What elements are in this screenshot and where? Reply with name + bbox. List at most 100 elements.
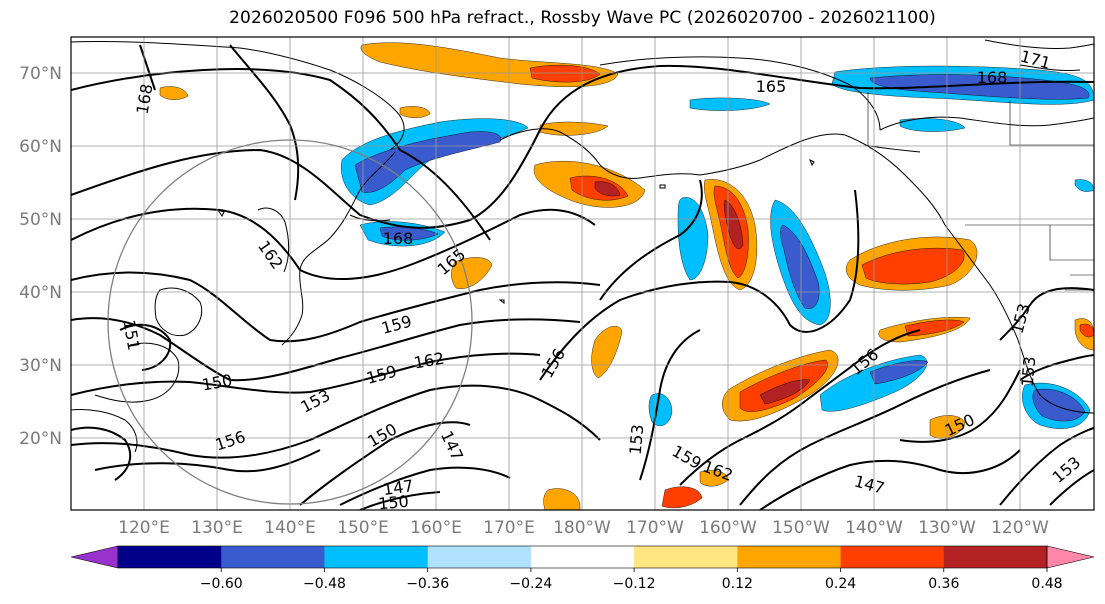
- colorbar-tick-label: 0.24: [825, 576, 856, 592]
- contour-line: [71, 352, 541, 396]
- contour-line: [71, 68, 491, 241]
- contour-label: 153: [1018, 355, 1040, 387]
- anomaly-negative-canada-small: [899, 118, 966, 132]
- colorbar-swatch: [943, 546, 1048, 568]
- contour-label: 168: [383, 229, 414, 248]
- contour-line: [71, 426, 132, 481]
- coastline: [599, 56, 881, 131]
- lon-label: 150°W: [772, 518, 830, 538]
- contour-line: [71, 64, 1094, 229]
- contour-line: [339, 466, 511, 506]
- colorbar-tick-label: 0.36: [928, 576, 959, 592]
- contour-line: [1019, 354, 1094, 381]
- gridlines: [71, 37, 1094, 510]
- colorbar-low-extension: [70, 545, 119, 569]
- colorbar-swatch: [427, 546, 532, 568]
- contour-label: 153: [626, 423, 648, 455]
- coastline: [639, 159, 761, 179]
- anomaly-negative-gulf-alaska-west: [677, 197, 709, 281]
- contour-line: [679, 329, 921, 486]
- lat-label: 70°N: [19, 64, 62, 84]
- island: [809, 158, 815, 167]
- anomaly-positive-east-china-sea: [451, 257, 493, 289]
- coastline: [154, 287, 203, 337]
- islands: [216, 158, 815, 304]
- contour-line: [139, 44, 156, 91]
- colorbar-tick-label: −0.24: [509, 576, 552, 592]
- colorbar-high-extension: [1046, 545, 1095, 569]
- colorbar-swatch: [737, 546, 842, 568]
- colorbar-tick-label: 0.48: [1031, 576, 1062, 592]
- contour-line: [539, 189, 860, 381]
- lat-label: 50°N: [19, 210, 62, 230]
- lat-label: 40°N: [19, 283, 62, 303]
- anomaly-negative-subtropical-pacific-core: [869, 360, 929, 385]
- borders: [867, 92, 1094, 291]
- contour-line: [739, 369, 991, 506]
- colorbar-swatch: [840, 546, 945, 568]
- colorbar-frame: [117, 545, 1048, 569]
- anomaly-negative-northeast-pacific-core: [780, 224, 820, 309]
- contour-line: [299, 421, 471, 506]
- map-title: 2026020500 F096 500 hPa refract., Rossby…: [229, 8, 936, 28]
- anomaly-positive-mexico-core: [904, 319, 965, 337]
- coastline: [71, 409, 138, 453]
- border: [1049, 225, 1094, 261]
- contour-label: 168: [977, 68, 1008, 87]
- coastline: [499, 128, 641, 179]
- contour-line: [71, 207, 596, 280]
- colorbar-tick-label: −0.60: [200, 576, 243, 592]
- latitude-labels: 70°N 60°N 50°N 40°N 30°N 20°N: [19, 64, 62, 449]
- contour-line: [599, 179, 703, 301]
- anomaly-negative-okhotsk-core: [354, 131, 502, 193]
- coastline: [94, 342, 180, 403]
- lon-label: 140°E: [264, 518, 316, 538]
- colorbar-tick-label: 0.12: [722, 576, 753, 592]
- contour-line: [759, 449, 1021, 510]
- lon-label: 170°E: [483, 518, 535, 538]
- contour-line: [71, 317, 581, 382]
- anomaly-negative-gulf-of-mexico-core: [1032, 388, 1086, 422]
- anomaly-positive-core: [529, 64, 601, 83]
- range-circle: [107, 139, 473, 505]
- colorbar-swatch: [324, 546, 429, 568]
- anomaly-positive-siberia: [159, 86, 189, 100]
- lon-label: 130°E: [191, 518, 243, 538]
- lon-label: 170°W: [626, 518, 684, 538]
- lon-label: 140°W: [845, 518, 903, 538]
- border: [1009, 100, 1094, 146]
- contour-label: 165: [756, 77, 787, 96]
- contour-label: 147: [382, 476, 415, 499]
- longitude-labels: 120°E 130°E 140°E 150°E 160°E 170°E 180°…: [118, 518, 1049, 538]
- lon-label: 150°E: [337, 518, 389, 538]
- contour-line: [639, 329, 701, 481]
- anomaly-positive-bering: [539, 121, 609, 136]
- coastline: [944, 224, 1041, 396]
- colorbar-tick-label: −0.36: [406, 576, 449, 592]
- map-frame: [70, 36, 1095, 511]
- anomaly-positive-gulf-alaska-dark: [724, 199, 744, 250]
- lat-label: 30°N: [19, 356, 62, 376]
- contour-label: 150: [377, 492, 409, 514]
- lon-label: 160°W: [699, 518, 757, 538]
- anomaly-positive-east-russia: [399, 106, 431, 118]
- contour-line: [999, 287, 1094, 341]
- contour-line: [71, 271, 601, 343]
- coastline: [759, 133, 946, 226]
- island: [498, 299, 505, 304]
- lon-label: 120°E: [118, 518, 170, 538]
- coastline: [71, 40, 405, 151]
- contour-line: [1049, 469, 1094, 506]
- island: [659, 184, 666, 189]
- contour-line: [71, 384, 601, 459]
- contour-line: [999, 427, 1094, 506]
- coastline: [299, 151, 396, 271]
- coastline: [257, 207, 290, 273]
- anomaly-positive-tropical-band-c: [661, 486, 703, 509]
- contour-line: [119, 323, 172, 371]
- colorbar-swatch: [221, 546, 325, 568]
- anomaly-positive-kamchatka-dark: [594, 181, 621, 197]
- coastlines: [71, 39, 1094, 453]
- contour-line: [899, 369, 1021, 443]
